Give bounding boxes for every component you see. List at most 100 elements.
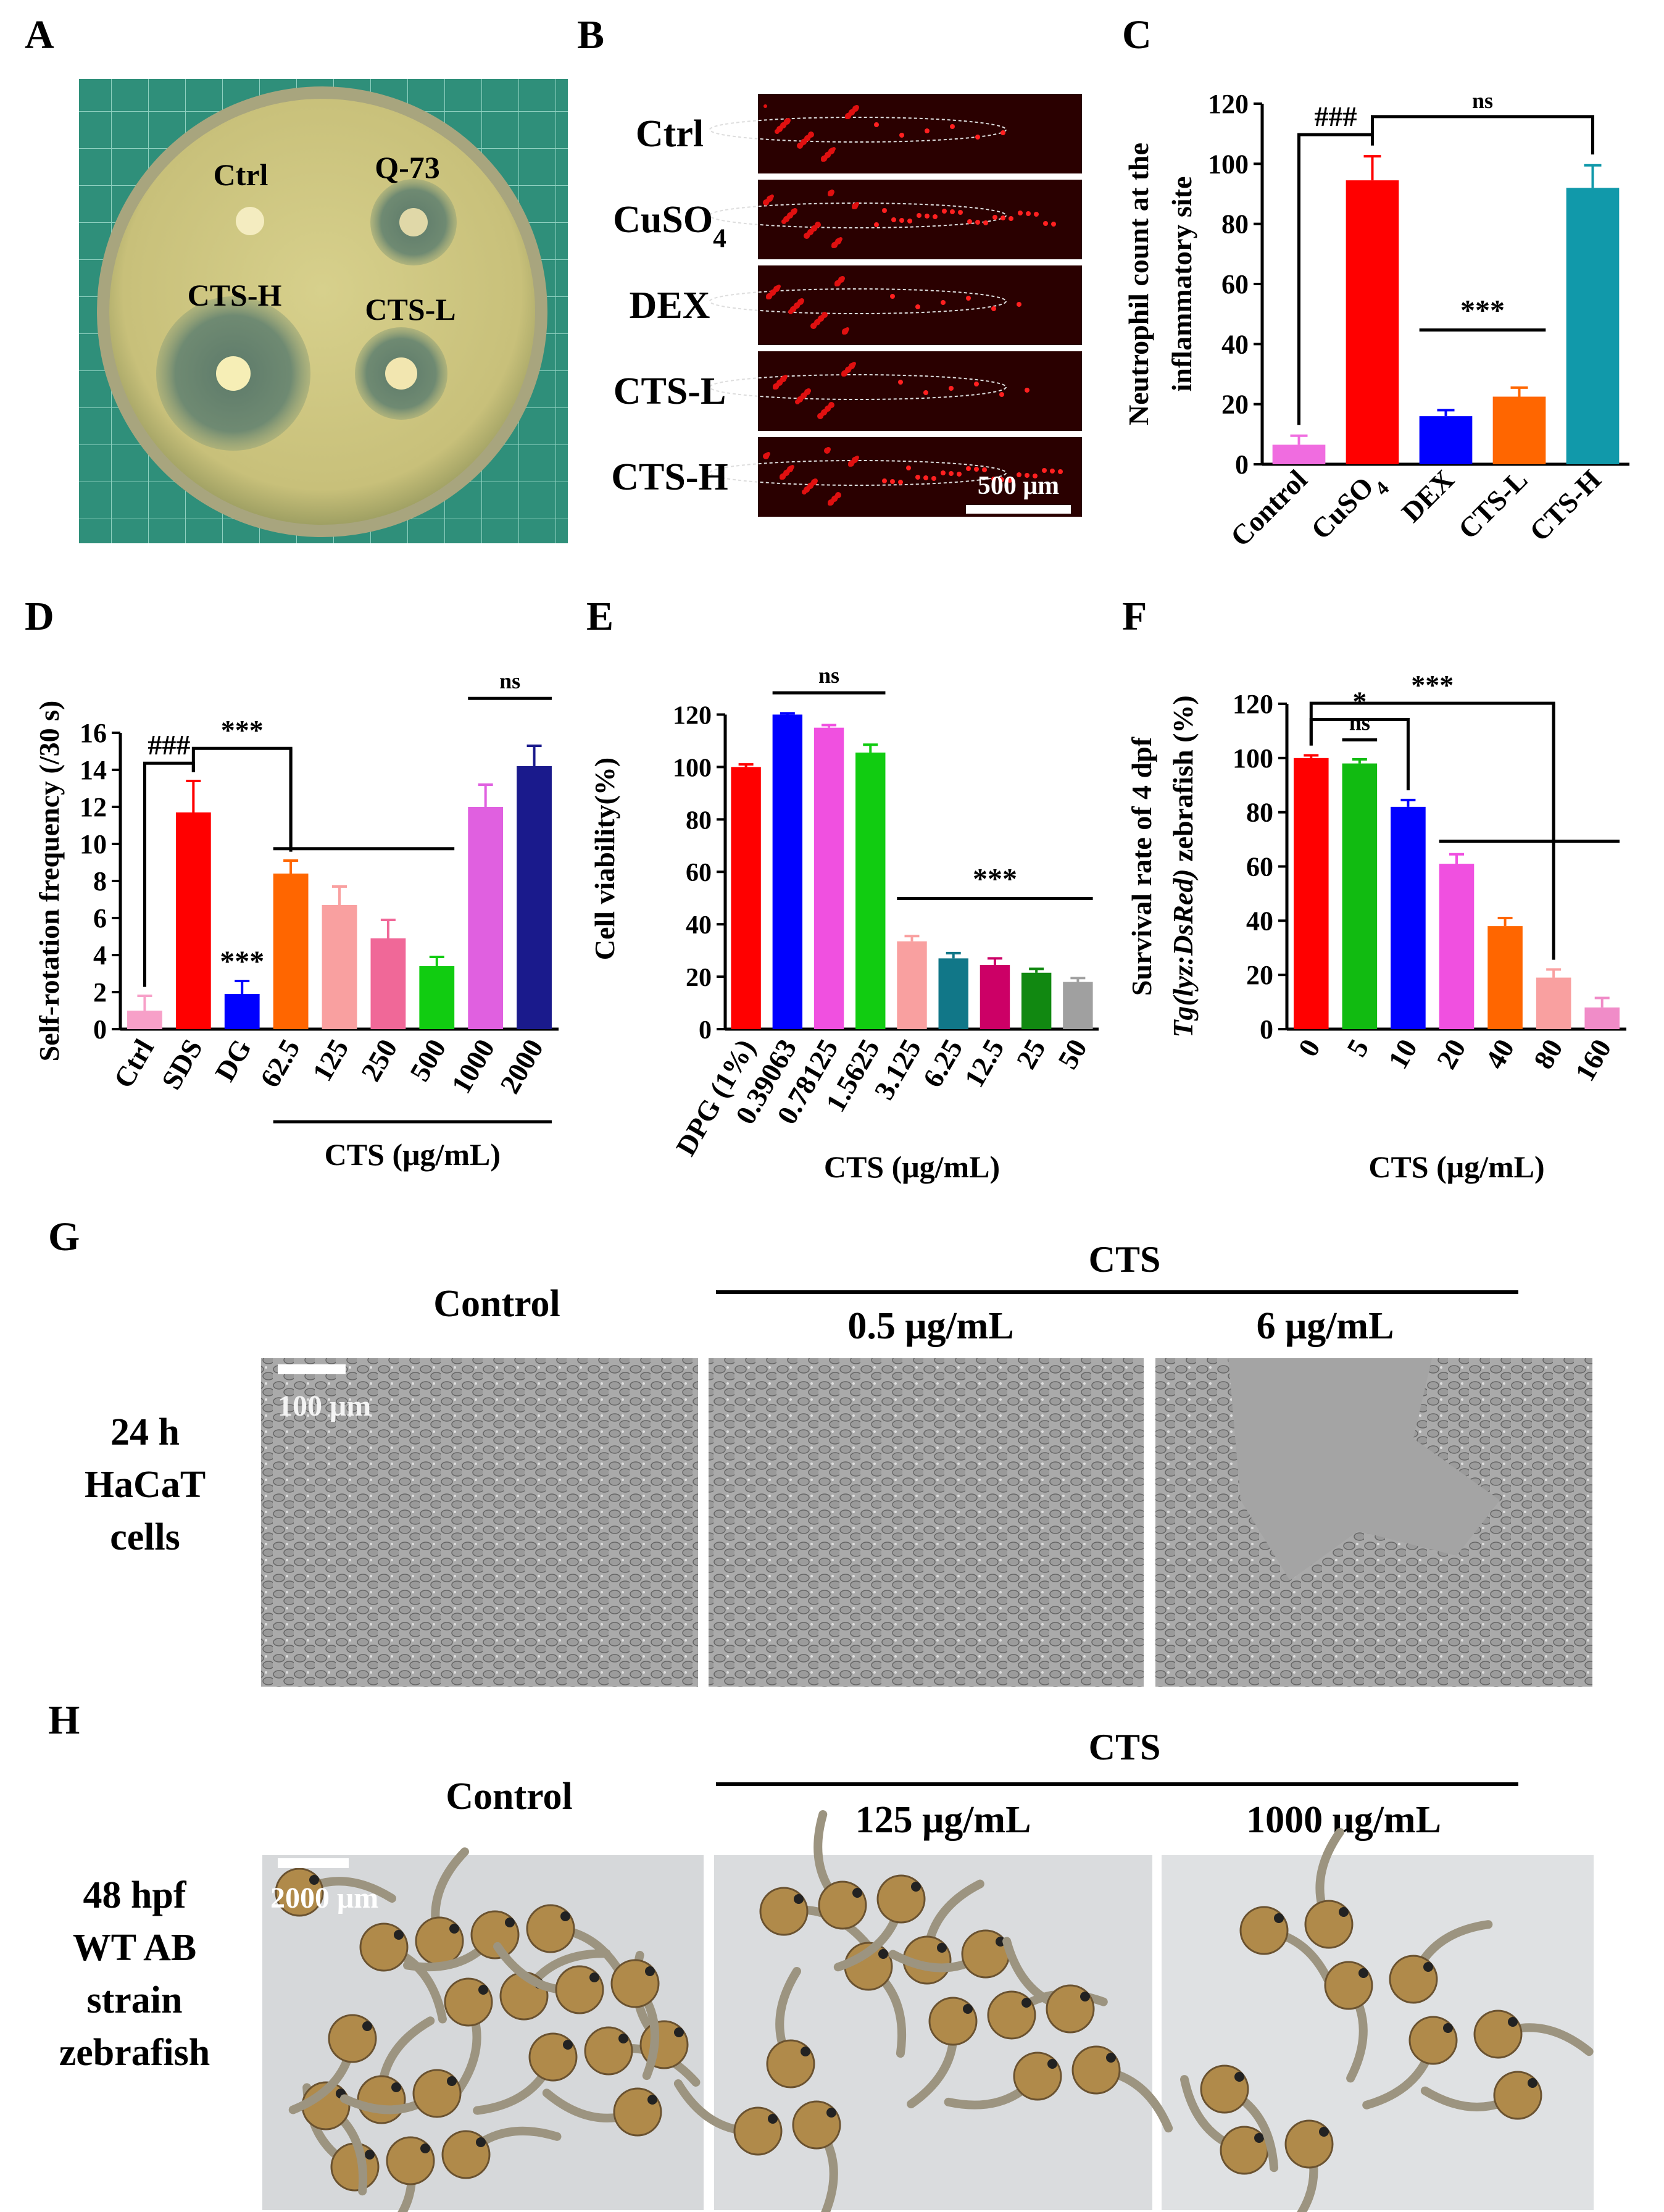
embryo-eye — [645, 1966, 655, 1976]
site-neutrophil-dot — [949, 471, 954, 476]
x-tick-label: 62.5 — [254, 1034, 306, 1093]
embryo-eye — [674, 2027, 684, 2037]
embryo-eye — [476, 2137, 486, 2147]
bar-e-4 — [897, 941, 927, 1029]
y-tick-label: 80 — [1221, 209, 1249, 240]
site-neutrophil-dot — [874, 222, 879, 227]
bar-c-4 — [1566, 188, 1620, 464]
row-label-b-0: Ctrl — [636, 113, 704, 155]
panel-b: B Ctrl CuSO4 DEX CTS-L CTS-H 500 μm — [577, 12, 1082, 517]
inflammatory-site-outline-4 — [709, 460, 1007, 486]
y-tick-label: 80 — [686, 806, 712, 835]
neutrophil-dot — [763, 104, 767, 108]
y-tick-label: 40 — [686, 911, 712, 940]
row-label-h-line3: strain — [87, 1979, 183, 2021]
x-tick-label: 12.5 — [958, 1034, 1010, 1093]
panel-label-d: D — [25, 594, 54, 639]
x-tick-label: 0 — [1292, 1034, 1326, 1062]
significance-label: *** — [1411, 669, 1454, 701]
embryo-eye — [365, 2150, 375, 2160]
y-tick-label: 100 — [1233, 743, 1273, 774]
embryo-eye — [420, 2143, 430, 2153]
embryo-eye — [618, 2034, 628, 2043]
significance-label: ns — [1472, 88, 1493, 113]
x-tick-label: 50 — [1052, 1034, 1093, 1074]
bar-c-2 — [1419, 416, 1473, 464]
scale-label-g: 100 μm — [278, 1390, 371, 1422]
neutrophil-dot — [763, 199, 769, 206]
y-axis-label: Self-rotation frequency (/30 s) — [33, 701, 65, 1062]
site-neutrophil-dot — [907, 219, 912, 223]
embryo-eye — [1528, 2078, 1537, 2088]
embryo-eye — [394, 1930, 404, 1940]
site-neutrophil-dot — [899, 133, 904, 138]
neutrophil-dot — [821, 158, 825, 162]
x-tick-label: CTS-H — [1523, 464, 1607, 548]
chart-d: D 0 2 4 6 8 10 12 14 16 Self-rotation frequency (/… — [25, 594, 559, 1172]
panel-a: A Ctrl Q-73 CTS-H CTS-L — [25, 12, 568, 543]
site-neutrophil-dot — [992, 215, 997, 220]
site-neutrophil-dot — [941, 300, 946, 305]
neutrophil-dot — [797, 143, 803, 149]
neutrophil-dot — [834, 283, 838, 286]
y-tick-label: 100 — [673, 754, 712, 782]
neutrophil-dot — [781, 219, 786, 224]
neutrophil-dot — [841, 373, 845, 377]
embryo-eye — [1021, 1998, 1031, 2008]
x-tick-label: 80 — [1528, 1034, 1569, 1074]
significance-label: *** — [973, 863, 1017, 896]
site-neutrophil-dot — [882, 208, 887, 213]
row-label-b-3: CTS-L — [614, 370, 726, 412]
chart-c: C 0 20 40 60 80 100 120 Neutrophil count at the i… — [1122, 12, 1629, 553]
significance-label: ### — [148, 729, 190, 761]
y-tick-label: 80 — [1246, 798, 1273, 828]
embryo-eye — [391, 2082, 401, 2092]
significance-label: ### — [1315, 101, 1357, 132]
column-label-g-low: 0.5 μg/mL — [847, 1305, 1013, 1347]
neutrophil-dot — [788, 309, 793, 314]
site-neutrophil-dot — [898, 480, 903, 485]
site-neutrophil-dot — [882, 478, 887, 483]
cell-free-area — [1228, 1358, 1500, 1580]
bar-d-2 — [224, 994, 260, 1029]
y-axis-label: Cell viability(%) — [589, 758, 620, 960]
site-neutrophil-dot — [991, 477, 996, 482]
y-tick-label: 8 — [93, 866, 107, 896]
disc-ctrl — [236, 207, 264, 235]
y-tick-label: 40 — [1221, 329, 1249, 359]
site-neutrophil-dot — [890, 479, 895, 484]
column-label-h-high: 1000 μg/mL — [1246, 1799, 1441, 1841]
bar-d-3 — [273, 874, 309, 1029]
y-axis-label: Neutrophil count at the — [1123, 143, 1154, 425]
x-tick-label: 10 — [1382, 1034, 1423, 1074]
y-tick-label: 40 — [1246, 906, 1273, 936]
x-tick-label: 2000 — [494, 1034, 549, 1099]
column-label-g-control: Control — [433, 1283, 560, 1325]
site-neutrophil-dot — [925, 214, 930, 219]
embryo-eye — [801, 2047, 810, 2056]
y-tick-label: 60 — [686, 859, 712, 887]
site-neutrophil-dot — [925, 128, 930, 133]
disc-q73 — [399, 208, 428, 236]
site-neutrophil-dot — [1042, 468, 1047, 473]
site-neutrophil-dot — [975, 135, 980, 140]
site-neutrophil-dot — [1018, 211, 1023, 215]
y-tick-label: 20 — [1221, 390, 1249, 420]
bar-f-5 — [1536, 977, 1571, 1029]
site-neutrophil-dot — [1017, 302, 1021, 307]
embryo-eye — [826, 2108, 836, 2118]
y-tick-label: 0 — [93, 1014, 107, 1045]
y-axis-label: Survival rate of 4 dpf — [1126, 737, 1157, 996]
embryo-eye — [1234, 2072, 1244, 2082]
site-neutrophil-dot — [942, 209, 947, 214]
site-neutrophil-dot — [1000, 215, 1005, 220]
embryo-eye — [309, 1875, 319, 1885]
y-axis-label: Tg(lyz:DsRed) zebrafish (%) — [1167, 695, 1199, 1037]
panel-label-c: C — [1122, 12, 1152, 57]
group-label-h: CTS — [1089, 1727, 1161, 1768]
site-neutrophil-dot — [906, 465, 911, 470]
neutrophil-dot — [817, 413, 823, 419]
bar-e-6 — [980, 964, 1010, 1029]
